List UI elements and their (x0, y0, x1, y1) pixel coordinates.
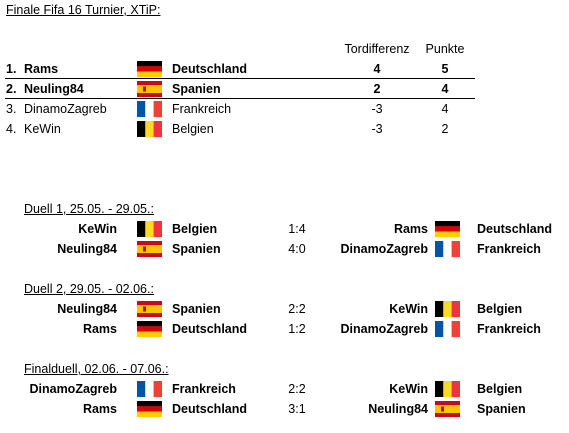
title: Finale Fifa 16 Turnier, XTiP: (6, 3, 161, 17)
points: 5 (441, 62, 449, 76)
points: 4 (441, 102, 449, 116)
team-name: Neuling84 (24, 82, 84, 96)
flag-icon (137, 401, 162, 417)
column-header: Tordifferenz (344, 42, 410, 56)
flag-icon (137, 61, 162, 77)
row-separator (5, 78, 475, 79)
flag-icon (137, 221, 162, 237)
away-team: KeWin (389, 382, 428, 396)
flag-icon (137, 81, 162, 97)
duel-title: Duell 2, 29.05. - 02.06.: (24, 282, 154, 296)
away-country: Belgien (477, 302, 523, 316)
score: 2:2 (288, 382, 306, 396)
home-country: Belgien (172, 222, 218, 236)
score: 4:0 (288, 242, 306, 256)
home-country: Frankreich (172, 382, 236, 396)
away-team: KeWin (389, 302, 428, 316)
away-country: Deutschland (477, 222, 553, 236)
flag-icon (137, 241, 162, 257)
score: 3:1 (288, 402, 306, 416)
away-country: Spanien (477, 402, 526, 416)
team-name: Rams (24, 62, 59, 76)
score: 1:4 (288, 222, 306, 236)
country: Deutschland (172, 62, 248, 76)
goal-difference: -3 (371, 122, 383, 136)
home-country: Deutschland (172, 322, 248, 336)
rank: 1. (6, 62, 17, 76)
goal-difference: 4 (373, 62, 381, 76)
rank: 2. (6, 82, 17, 96)
goal-difference: 2 (373, 82, 381, 96)
home-team: DinamoZagreb (29, 382, 117, 396)
home-team: Rams (82, 322, 117, 336)
team-name: KeWin (24, 122, 61, 136)
away-team: Rams (393, 222, 428, 236)
flag-icon (435, 401, 460, 417)
flag-icon (435, 321, 460, 337)
flag-icon (137, 301, 162, 317)
home-team: KeWin (78, 222, 117, 236)
column-header: Punkte (425, 42, 465, 56)
country: Spanien (172, 82, 221, 96)
away-team: DinamoZagreb (340, 242, 428, 256)
home-country: Deutschland (172, 402, 248, 416)
row-separator (5, 98, 475, 99)
flag-icon (435, 381, 460, 397)
home-country: Spanien (172, 302, 221, 316)
away-team: DinamoZagreb (340, 322, 428, 336)
points: 4 (441, 82, 449, 96)
flag-icon (137, 321, 162, 337)
points: 2 (441, 122, 449, 136)
away-country: Frankreich (477, 322, 541, 336)
country: Belgien (172, 122, 214, 136)
score: 2:2 (288, 302, 306, 316)
flag-icon (435, 221, 460, 237)
home-country: Spanien (172, 242, 221, 256)
rank: 4. (6, 122, 17, 136)
flag-icon (137, 121, 162, 137)
duel-title: Duell 1, 25.05. - 29.05.: (24, 202, 154, 216)
score: 1:2 (288, 322, 306, 336)
flag-icon (435, 301, 460, 317)
home-team: Rams (82, 402, 117, 416)
duel-title: Finalduell, 02.06. - 07.06.: (24, 362, 169, 376)
goal-difference: -3 (371, 102, 383, 116)
away-country: Frankreich (477, 242, 541, 256)
rank: 3. (6, 102, 17, 116)
flag-icon (137, 381, 162, 397)
team-name: DinamoZagreb (24, 102, 107, 116)
country: Frankreich (172, 102, 232, 116)
flag-icon (137, 101, 162, 117)
away-country: Belgien (477, 382, 523, 396)
flag-icon (435, 241, 460, 257)
home-team: Neuling84 (57, 242, 117, 256)
away-team: Neuling84 (368, 402, 428, 416)
home-team: Neuling84 (57, 302, 117, 316)
